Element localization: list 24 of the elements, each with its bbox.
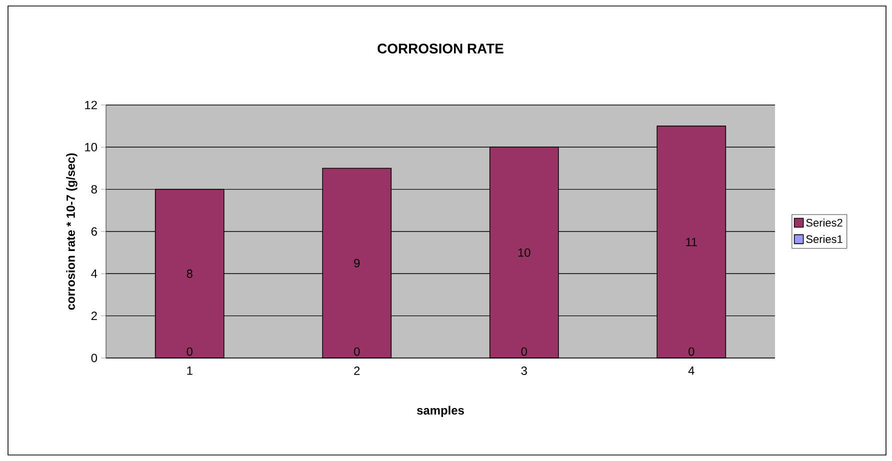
- annotation: 0: [354, 347, 360, 356]
- y-tick-label: 10: [85, 142, 98, 152]
- annotation: 0: [521, 347, 527, 356]
- chart-title: CORROSION RATE: [378, 44, 504, 54]
- x-tick-label: 2: [354, 366, 360, 375]
- y-tick-label: 2: [91, 312, 97, 320]
- legend-label: Series1: [806, 234, 842, 244]
- y-tick-label: 8: [91, 185, 97, 194]
- y-tick-label: 4: [91, 270, 98, 278]
- x-tick-label: 1: [187, 366, 192, 375]
- y-tick-label: 0: [91, 354, 98, 362]
- y-tick-label: 6: [91, 227, 97, 236]
- x-axis-title: samples: [417, 406, 464, 417]
- x-tick-label: 3: [521, 366, 527, 375]
- data-label: 11: [686, 238, 698, 246]
- annotation: 0: [186, 347, 192, 356]
- annotation: 0: [688, 347, 694, 356]
- legend-label: Series2: [806, 218, 842, 227]
- x-tick-label: 4: [688, 366, 694, 375]
- data-label: 8: [186, 269, 192, 278]
- y-tick-label: 12: [85, 100, 97, 110]
- data-label: 10: [518, 248, 530, 257]
- data-label: 9: [354, 258, 360, 268]
- y-axis-title: corrosion rate * 10-7 (g/sec): [66, 153, 78, 310]
